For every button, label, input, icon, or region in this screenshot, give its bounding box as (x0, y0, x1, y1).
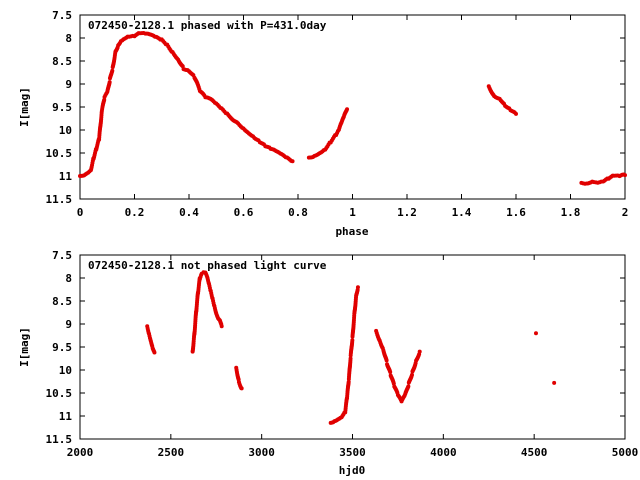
phased-data-point (514, 111, 518, 116)
unphased-x-tick-label: 3000 (248, 446, 275, 459)
unphased-data-point (152, 350, 157, 355)
unphased-data-point (388, 369, 393, 374)
phased-data-point (102, 97, 107, 102)
unphased-x-tick-label: 5000 (612, 446, 639, 459)
unphased-x-tick-label: 4000 (430, 446, 457, 459)
phased-x-tick-label: 0.4 (179, 206, 199, 219)
phased-x-tick-label: 0.8 (288, 206, 308, 219)
unphased-data-point (417, 349, 422, 354)
unphased-data-point (552, 380, 557, 385)
phased-x-tick-label: 0.6 (234, 206, 254, 219)
phased-y-tick-label: 7.5 (52, 9, 72, 22)
unphased-x-tick-label: 4500 (521, 446, 548, 459)
phased-data-point (107, 80, 112, 85)
phased-y-tick-label: 9 (65, 78, 72, 91)
phased-y-tick-label: 10.5 (46, 147, 73, 160)
unphased-y-tick-label: 8.5 (52, 295, 72, 308)
unphased-y-tick-label: 10 (59, 364, 72, 377)
phased-x-tick-label: 1.6 (506, 206, 526, 219)
unphased-data-point (355, 285, 360, 290)
phased-plot-title: 072450-2128.1 phased with P=431.0day (88, 19, 327, 32)
unphased-data-point (350, 338, 355, 343)
phased-y-tick-label: 8.5 (52, 55, 72, 68)
unphased-y-tick-label: 9 (65, 318, 72, 331)
phased-x-tick-label: 0.2 (125, 206, 145, 219)
unphased-data-point (239, 386, 244, 391)
phased-x-tick-label: 2 (622, 206, 629, 219)
phased-x-tick-label: 1 (349, 206, 356, 219)
unphased-data-point (410, 372, 414, 377)
phased-axis-ticks: 0 0.2 0.4 0.6 0.8 1 1.2 1.4 1.6 1.8 2 7.5 8 8.5 9 9.5 10… (46, 9, 629, 219)
phased-plot-frame (79, 14, 626, 200)
unphased-y-tick-label: 9.5 (52, 341, 72, 354)
unphased-y-axis-label: I[mag] (18, 327, 31, 367)
unphased-data-point (219, 324, 224, 329)
phased-data-point (110, 68, 115, 73)
phased-y-tick-label: 10 (59, 124, 72, 137)
unphased-y-tick-label: 8 (65, 272, 72, 285)
unphased-axis-ticks: 2000 2500 3000 3500 4000 4500 5000 7.5 8 8.5 9 9.5 1… (46, 249, 639, 459)
unphased-y-tick-label: 11 (59, 410, 73, 423)
phased-y-tick-label: 8 (65, 32, 72, 45)
phased-data-point (623, 173, 627, 178)
unphased-x-axis-label: hjd0 (339, 464, 366, 477)
phased-x-tick-label: 1.4 (452, 206, 472, 219)
phased-data-point (290, 159, 295, 164)
phased-data-point (345, 107, 350, 112)
unphased-x-tick-label: 2500 (158, 446, 185, 459)
phased-x-tick-label: 0 (77, 206, 84, 219)
unphased-data-point (384, 358, 389, 363)
unphased-x-tick-label: 3500 (339, 446, 366, 459)
unphased-data-point (346, 379, 351, 384)
phased-x-tick-label: 1.8 (561, 206, 581, 219)
phased-x-axis-label: phase (335, 225, 368, 238)
phased-y-tick-label: 9.5 (52, 101, 72, 114)
unphased-y-tick-label: 10.5 (46, 387, 73, 400)
unphased-light-curve-panel: 072450-2128.1 not phased light curve hjd… (18, 249, 638, 477)
unphased-data-point (406, 384, 411, 389)
phased-y-axis-label: I[mag] (18, 87, 31, 127)
unphased-y-tick-label: 11.5 (46, 433, 73, 446)
phased-light-curve-panel: 072450-2128.1 phased with P=431.0day pha… (18, 9, 628, 238)
phased-y-tick-label: 11.5 (46, 193, 73, 206)
phased-y-tick-label: 11 (59, 170, 73, 183)
phased-x-tick-label: 1.2 (397, 206, 417, 219)
unphased-data-point (348, 356, 353, 361)
unphased-data-point (533, 331, 538, 336)
unphased-x-tick-label: 2000 (67, 446, 94, 459)
unphased-y-tick-label: 7.5 (52, 249, 72, 262)
phased-data-points (78, 31, 627, 186)
unphased-data-points (145, 270, 557, 425)
unphased-plot-title: 072450-2128.1 not phased light curve (88, 259, 327, 272)
